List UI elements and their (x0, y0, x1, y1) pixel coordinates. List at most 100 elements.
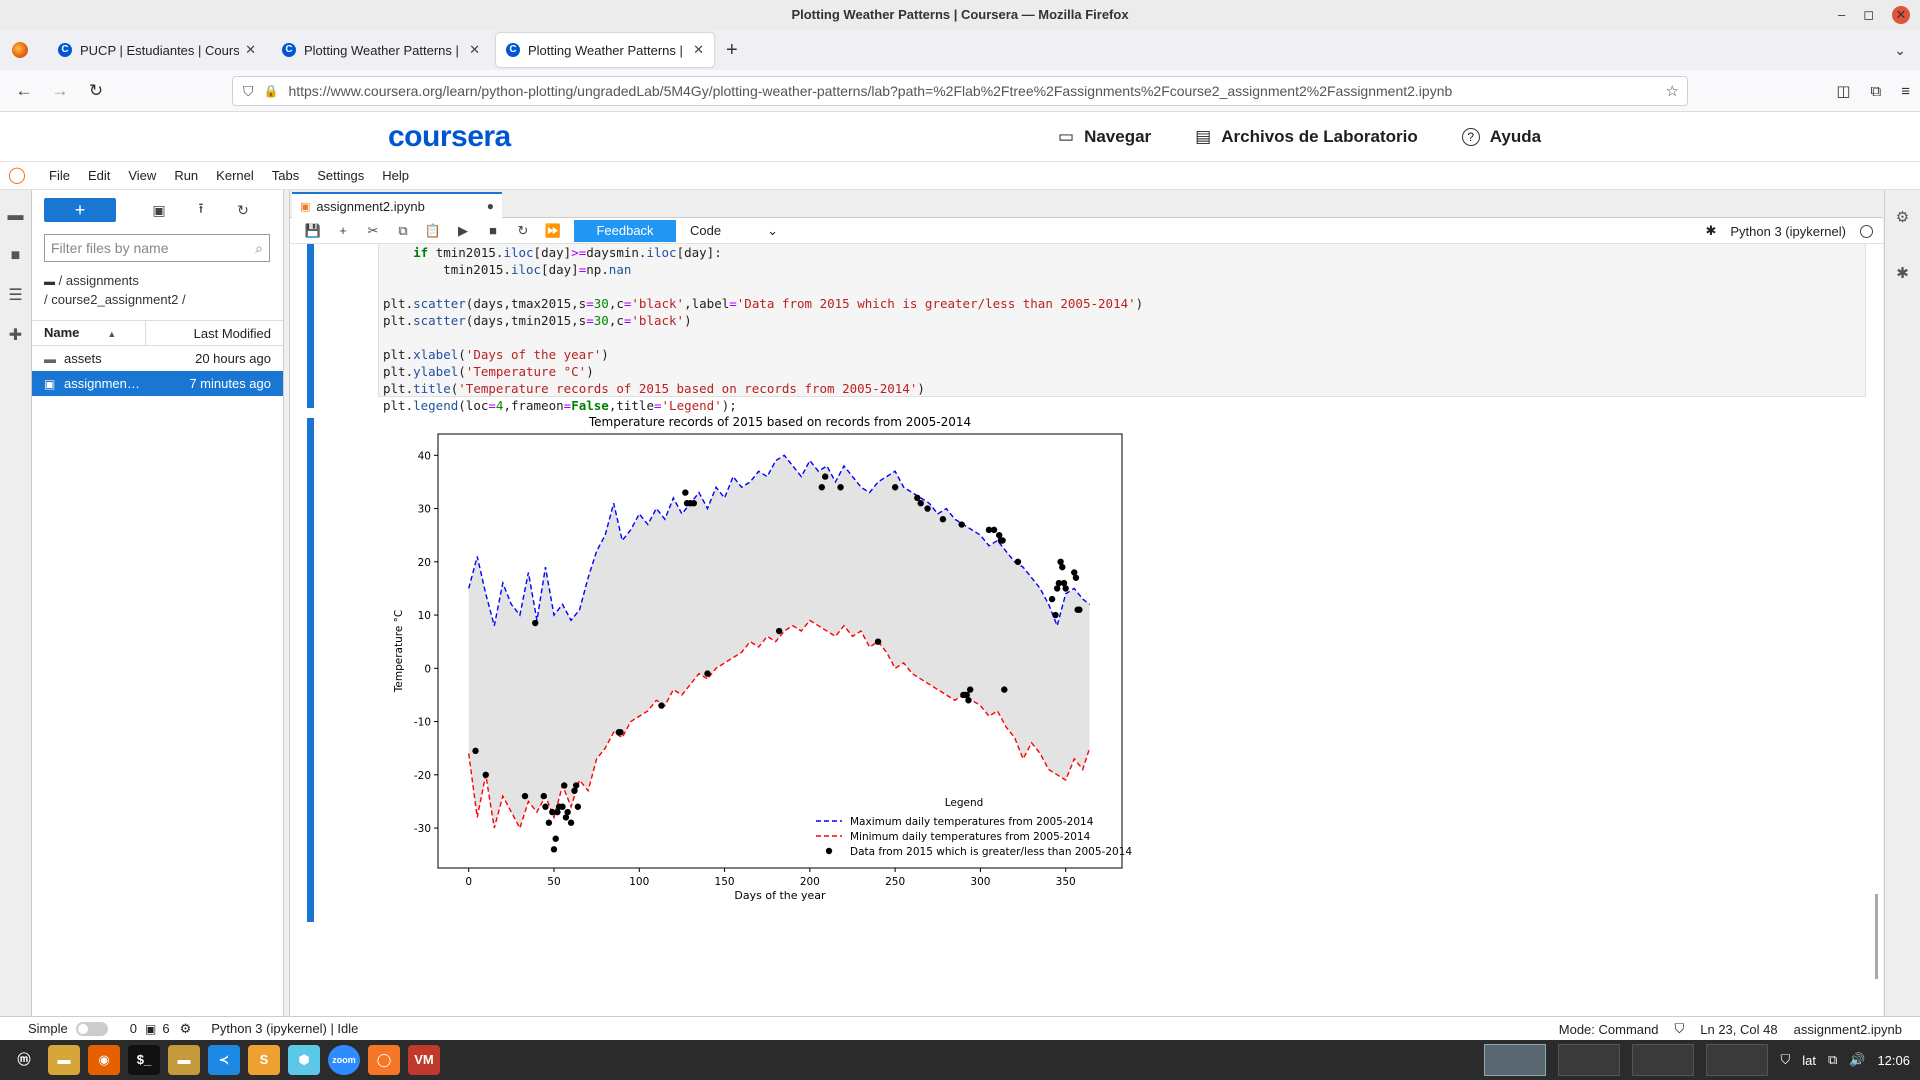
shield-icon[interactable]: ⛉ (243, 82, 254, 99)
code-line[interactable]: plt.ylabel('Temperature °C') (383, 363, 1865, 380)
code-line[interactable] (383, 278, 1865, 295)
extensions-puzzle-icon[interactable]: ✚ (8, 327, 23, 344)
cell-collapser[interactable] (307, 244, 314, 408)
run-icon[interactable]: ▶ (458, 222, 468, 238)
vm-icon[interactable]: VM (408, 1045, 440, 1075)
list-item[interactable]: ▬ assets 20 hours ago (32, 346, 283, 371)
property-inspector-icon[interactable]: ⚙ (1895, 209, 1910, 226)
clock[interactable]: 12:06 (1877, 1052, 1910, 1068)
browser-tab-weather-1[interactable]: C Plotting Weather Patterns | ✕ (272, 33, 490, 67)
tab-close-icon[interactable]: ✕ (693, 42, 704, 57)
output-collapser[interactable] (307, 418, 314, 922)
list-item[interactable]: ▣ assignmen… 7 minutes ago (32, 371, 283, 396)
reload-icon[interactable]: ↻ (88, 80, 104, 100)
coursera-logo[interactable]: coursera (388, 120, 511, 153)
cut-icon[interactable]: ✂ (367, 222, 379, 238)
code-line[interactable] (383, 329, 1865, 346)
kernel-name[interactable]: Python 3 (ipykernel) (1730, 223, 1846, 239)
terminals-count[interactable]: 0 (129, 1021, 137, 1036)
browser-tab-pucp[interactable]: C PUCP | Estudiantes | Course ✕ (48, 33, 266, 67)
forward-arrow-icon[interactable]: → (51, 80, 69, 100)
simple-mode-toggle[interactable] (75, 1021, 108, 1036)
menu-run[interactable]: Run (174, 168, 199, 183)
unsaved-dot-icon[interactable]: ● (486, 199, 494, 213)
column-last-modified[interactable]: Last Modified (193, 325, 271, 341)
menu-edit[interactable]: Edit (87, 168, 111, 183)
menu-tabs[interactable]: Tabs (271, 168, 300, 183)
notebook-tab[interactable]: ▣ assignment2.ipynb ● (292, 192, 502, 218)
debugger-icon[interactable]: ✱ (1896, 265, 1909, 282)
code-cell-editor[interactable]: if tmin2015.iloc[day]>=daysmin.iloc[day]… (378, 244, 1866, 413)
cell-type-select[interactable]: Code ⌄ (678, 220, 778, 242)
refresh-icon[interactable]: ↻ (237, 201, 249, 218)
breadcrumb-course[interactable]: / course2_assignment2 / (44, 292, 186, 307)
menu-view[interactable]: View (128, 168, 157, 183)
folder-icon[interactable]: ▬ (44, 276, 55, 288)
close-window-icon[interactable]: ✕ (1892, 6, 1910, 24)
volume-icon[interactable]: 🔊 (1849, 1052, 1866, 1067)
workspace-3[interactable] (1632, 1044, 1695, 1076)
code-line[interactable]: plt.legend(loc=4,frameon=False,title='Le… (383, 397, 1865, 414)
insert-cell-icon[interactable]: + (339, 223, 347, 238)
workspace-1[interactable] (1484, 1044, 1547, 1076)
stop-icon[interactable]: ■ (489, 223, 497, 238)
firefox-icon[interactable]: ◉ (88, 1045, 120, 1075)
lab-files-button[interactable]: ▤ Archivos de Laboratorio (1195, 127, 1418, 147)
folder-icon[interactable]: ▬ (7, 207, 24, 224)
notebook-content[interactable]: if tmin2015.iloc[day]>=daysmin.iloc[day]… (290, 244, 1884, 1016)
column-name[interactable]: Name ▲ (32, 320, 146, 346)
workspace-2[interactable] (1558, 1044, 1621, 1076)
feedback-button[interactable]: Feedback (574, 219, 676, 242)
jupyter-icon[interactable]: ◯ (368, 1045, 400, 1075)
tab-close-icon[interactable]: ✕ (245, 42, 256, 57)
browser-tab-weather-2[interactable]: C Plotting Weather Patterns | ✕ (496, 33, 714, 67)
run-all-icon[interactable]: ⏩ (544, 222, 562, 238)
table-of-contents-icon[interactable]: ☰ (8, 287, 23, 304)
url-text[interactable]: https://www.coursera.org/learn/python-pl… (288, 83, 1453, 99)
menu-kernel[interactable]: Kernel (216, 168, 254, 183)
terminal-icon[interactable]: ▣ (144, 1021, 157, 1036)
new-launcher-button[interactable]: + (44, 198, 116, 222)
back-arrow-icon[interactable]: ← (15, 80, 33, 100)
keyboard-layout[interactable]: lat (1802, 1052, 1816, 1068)
shield-icon[interactable]: ⛉ (1780, 1052, 1791, 1067)
cube-icon[interactable]: ⬢ (288, 1045, 320, 1075)
scrollbar[interactable] (1875, 894, 1878, 979)
menu-settings[interactable]: Settings (317, 168, 365, 183)
network-icon[interactable]: ⧉ (1827, 1052, 1838, 1067)
cursor-position[interactable]: Ln 23, Col 48 (1700, 1021, 1778, 1037)
kernel-status-text[interactable]: Python 3 (ipykernel) | Idle (211, 1021, 359, 1036)
workspace-4[interactable] (1706, 1044, 1769, 1076)
upload-icon[interactable]: ⭱ (198, 200, 204, 216)
bookmark-star-icon[interactable]: ☆ (1665, 83, 1679, 100)
kernels-count[interactable]: 6 (162, 1021, 170, 1036)
code-line[interactable]: plt.scatter(days,tmax2015,s=30,c='black'… (383, 295, 1865, 312)
new-folder-icon[interactable]: ▣ (152, 201, 166, 218)
code-line[interactable]: tmin2015.iloc[day]=np.nan (383, 261, 1865, 278)
zoom-icon[interactable]: zoom (328, 1045, 360, 1075)
code-line[interactable]: if tmin2015.iloc[day]>=daysmin.iloc[day]… (383, 244, 1865, 261)
pocket-icon[interactable]: ◫ (1836, 83, 1851, 100)
kernel-gear-icon[interactable]: ⚙ (179, 1020, 192, 1036)
running-kernels-icon[interactable]: ■ (10, 247, 21, 264)
folder-icon[interactable]: ▬ (168, 1045, 200, 1075)
copy-icon[interactable]: ⧉ (398, 222, 408, 238)
chevron-down-icon[interactable]: ⌄ (1894, 42, 1906, 58)
file-filter-input[interactable]: Filter files by name ⌕ (44, 234, 270, 262)
lock-icon[interactable]: 🔒 (263, 84, 279, 98)
url-bar[interactable]: ⛉ 🔒 https://www.coursera.org/learn/pytho… (232, 76, 1688, 106)
terminal-icon[interactable]: $_ (128, 1045, 160, 1075)
maximize-icon[interactable]: ◻ (1863, 7, 1874, 22)
menu-help[interactable]: Help (382, 168, 409, 183)
code-line[interactable]: plt.scatter(days,tmin2015,s=30,c='black'… (383, 312, 1865, 329)
trust-shield-icon[interactable]: ⛉ (1674, 1021, 1685, 1036)
navegar-button[interactable]: ▭ Navegar (1058, 127, 1151, 147)
vscode-icon[interactable]: ≺ (208, 1045, 240, 1075)
code-line[interactable]: plt.xlabel('Days of the year') (383, 346, 1865, 363)
firefox-view-icon[interactable] (12, 42, 28, 58)
save-icon[interactable]: 💾 (304, 222, 322, 238)
mint-menu-icon[interactable]: ⓜ (8, 1045, 40, 1075)
breadcrumb-assignments[interactable]: / assignments (58, 273, 139, 288)
paste-icon[interactable]: 📋 (424, 222, 442, 238)
extensions-icon[interactable]: ⧉ (1870, 82, 1882, 100)
